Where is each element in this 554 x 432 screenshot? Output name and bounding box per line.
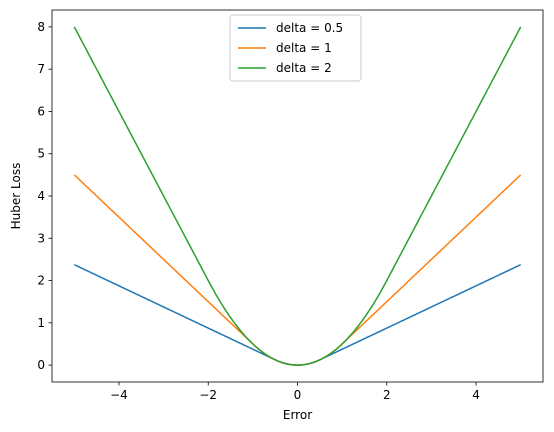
legend-label-2: delta = 2 <box>276 61 332 75</box>
y-axis-ticks: 0 1 2 3 4 5 6 7 8 <box>37 20 52 372</box>
y-tick-label: 1 <box>37 316 45 330</box>
x-tick-label: −2 <box>199 388 217 402</box>
y-tick-label: 2 <box>37 274 45 288</box>
y-tick-label: 8 <box>37 20 45 34</box>
legend-label-0: delta = 0.5 <box>276 21 343 35</box>
series-line-2 <box>73 26 522 366</box>
x-axis-ticks: −4 −2 0 2 4 <box>110 382 480 402</box>
series-lines <box>73 26 522 366</box>
x-tick-label: −4 <box>110 388 128 402</box>
legend-label-1: delta = 1 <box>276 41 332 55</box>
y-tick-label: 3 <box>37 231 45 245</box>
y-tick-label: 6 <box>37 104 45 118</box>
y-tick-label: 7 <box>37 62 45 76</box>
y-tick-label: 4 <box>37 189 45 203</box>
x-axis-label: Error <box>283 408 312 422</box>
x-tick-label: 2 <box>383 388 391 402</box>
legend-box <box>229 14 362 82</box>
legend: delta = 0.5 delta = 1 delta = 2 <box>229 14 362 82</box>
y-tick-label: 0 <box>37 358 45 372</box>
y-tick-label: 5 <box>37 147 45 161</box>
x-tick-label: 4 <box>472 388 480 402</box>
x-tick-label: 0 <box>294 388 302 402</box>
y-axis-label: Huber Loss <box>9 163 23 230</box>
